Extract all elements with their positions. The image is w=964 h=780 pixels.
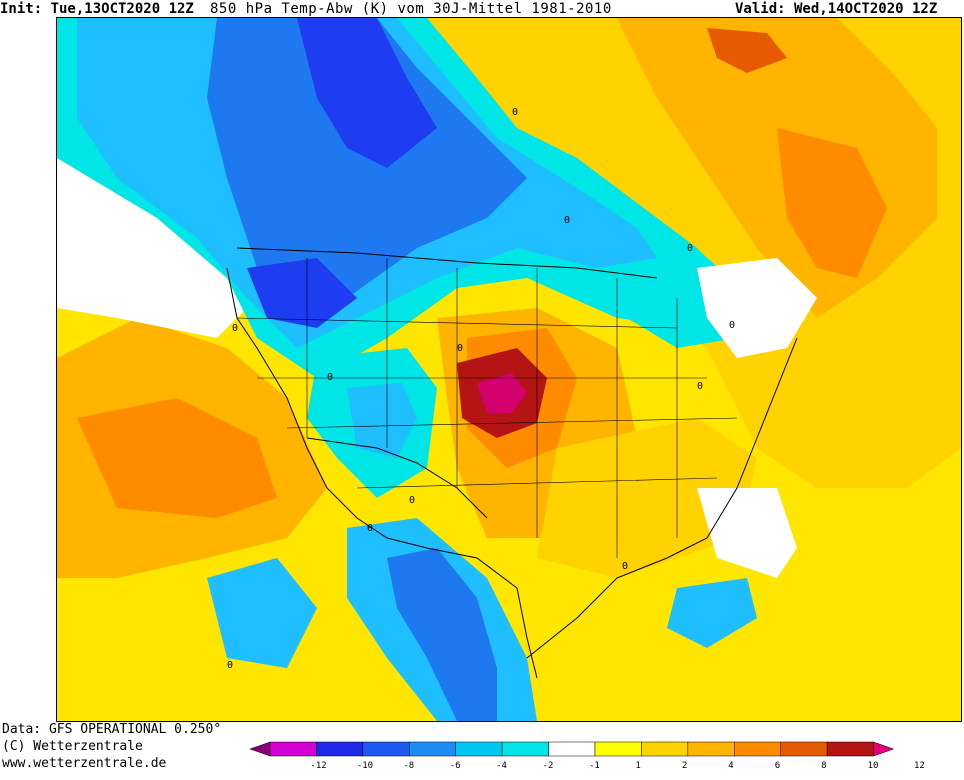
legend-tick-label: 1 (635, 761, 640, 771)
deep-blue-region-north (297, 18, 437, 168)
hotspot-north (707, 28, 787, 73)
legend-swatch (780, 741, 828, 757)
magenta-core-plains (477, 373, 527, 413)
legend-tick-label: -1 (589, 761, 600, 771)
blue-region-canada (207, 18, 527, 318)
legend-tick-label: 12 (914, 761, 925, 771)
us-canada-border (236, 247, 658, 279)
contour-label: 0 (232, 323, 238, 334)
neutral-region-florida (697, 488, 797, 578)
legend-swatch (687, 741, 735, 757)
contour-label: 0 (729, 320, 735, 331)
legend-swatch (548, 741, 596, 757)
contour-label: 0 (564, 215, 570, 226)
legend-tick-label: 2 (682, 761, 687, 771)
website-label: www.wetterzentrale.de (2, 756, 167, 771)
contour-label: 0 (327, 372, 333, 383)
cool-region-baja (207, 558, 317, 668)
geography-lines (226, 247, 798, 679)
legend-swatch (501, 741, 549, 757)
state-borders-horizontal (236, 317, 738, 489)
map-panel: 0 0 0 0 0 0 0 0 0 0 0 0 (56, 17, 962, 722)
legend-arrow-high (873, 741, 895, 757)
map-title: 850 hPa Temp-Abw (K) vom 30J-Mittel 1981… (210, 1, 612, 17)
legend-bar: -12 -10 -8 -6 -4 -2 -1 1 2 4 6 8 10 12 (250, 741, 925, 771)
us-mexico-border (306, 437, 488, 519)
southeast-coastline (526, 337, 798, 659)
cool-region-gulf (667, 578, 757, 648)
legend-tick-label: -8 (403, 761, 414, 771)
legend-swatch (826, 741, 874, 757)
legend-swatch (455, 741, 503, 757)
neutral-band-pacific (57, 148, 257, 338)
legend-swatch (362, 741, 410, 757)
anomaly-map: 0 0 0 0 0 0 0 0 0 0 0 0 (57, 18, 961, 721)
legend-tick-label: 4 (728, 761, 733, 771)
legend-tick-label: -6 (450, 761, 461, 771)
legend-tick-label: -2 (543, 761, 554, 771)
legend-swatch (594, 741, 642, 757)
contour-label: 0 (367, 523, 373, 534)
legend-swatch (409, 741, 456, 757)
valid-time-label: Valid: Wed,14OCT2020 12Z (735, 1, 938, 17)
legend-swatch (734, 741, 781, 757)
contour-label-group: 0 0 0 0 0 0 0 0 0 0 0 0 (227, 107, 735, 671)
contour-label: 0 (697, 381, 703, 392)
color-legend: -12 -10 -8 -6 -4 -2 -1 1 2 4 6 8 10 12 (250, 740, 960, 780)
west-coastline (226, 267, 538, 679)
legend-tick-label: -4 (496, 761, 507, 771)
contour-label: 0 (512, 107, 518, 118)
legend-tick-label: 6 (775, 761, 780, 771)
contour-label: 0 (409, 495, 415, 506)
init-time-label: Init: Tue,13OCT2020 12Z (0, 1, 194, 17)
deep-blue-region-rockies (247, 258, 357, 328)
data-source-label: Data: GFS OPERATIONAL 0.250° (2, 722, 222, 737)
contour-label: 0 (227, 660, 233, 671)
contour-label: 0 (457, 343, 463, 354)
legend-swatch (641, 741, 689, 757)
legend-swatch (269, 741, 317, 757)
light-blue-region-southwest (347, 383, 417, 458)
header-bar: Init: Tue,13OCT2020 12Z 850 hPa Temp-Abw… (0, 0, 964, 18)
warm-region-south (537, 418, 757, 578)
copyright-label: (C) Wetterzentrale (2, 739, 143, 754)
legend-tick-label: -10 (357, 761, 373, 771)
legend-swatch (316, 741, 364, 757)
legend-tick-label: 8 (821, 761, 826, 771)
contour-label: 0 (687, 243, 693, 254)
legend-arrow-low (250, 741, 271, 757)
neutral-region-northeast (697, 258, 817, 358)
dark-orange-region-west (77, 398, 277, 518)
dark-orange-region-quebec (777, 128, 887, 278)
contour-label: 0 (622, 561, 628, 572)
blue-region-mexico (387, 548, 497, 721)
legend-tick-label: -12 (310, 761, 326, 771)
legend-tick-label: 10 (868, 761, 879, 771)
